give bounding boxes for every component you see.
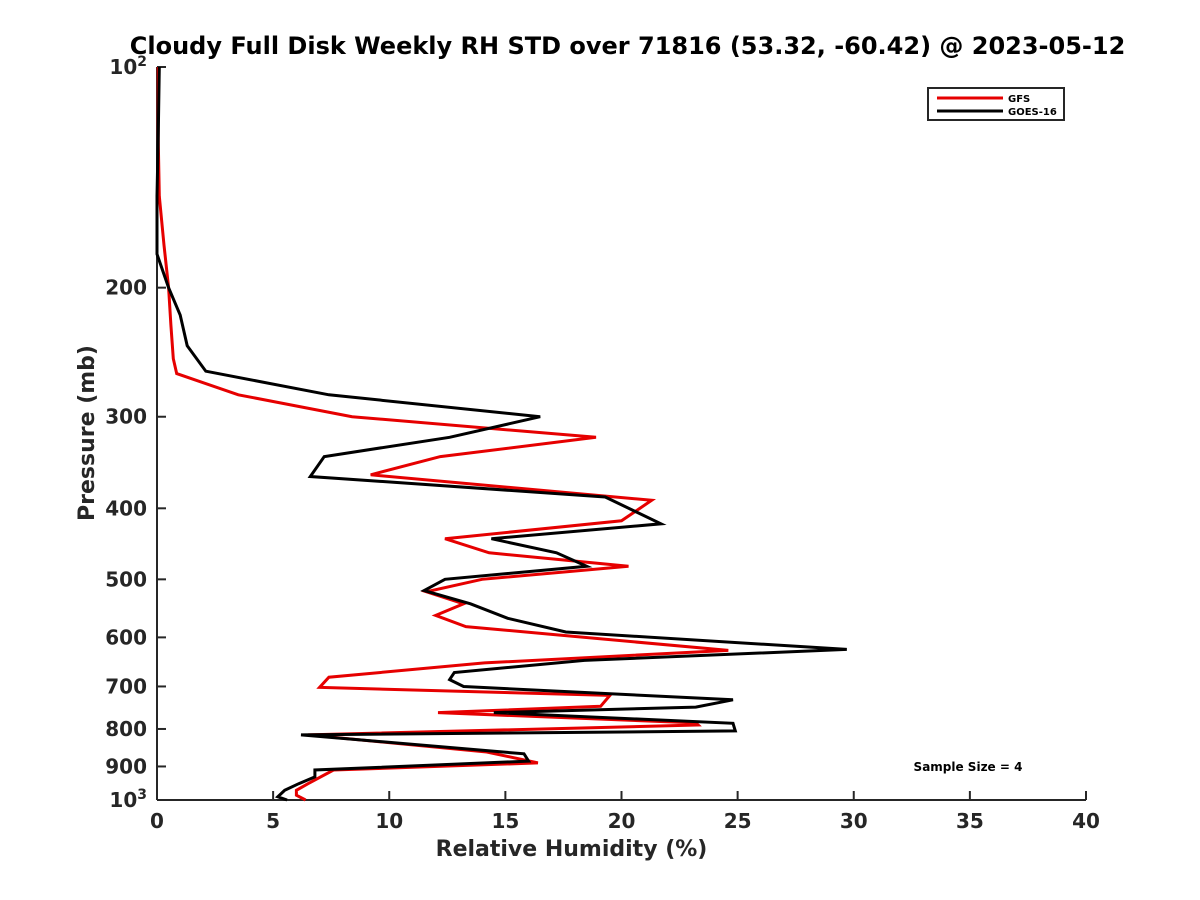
legend-label: GFS (1008, 94, 1030, 105)
y-tick-label: 300 (105, 405, 147, 429)
x-tick-label: 25 (724, 809, 752, 833)
x-axis-ticks: 0 5 10 15 20 25 30 35 40 (150, 791, 1100, 833)
series-line-goes-16 (155, 66, 847, 802)
y-tick-label-exponent: 2 (137, 54, 147, 70)
y-tick-label-base: 10 (109, 55, 137, 79)
series-line-gfs (156, 67, 729, 802)
y-tick-label-base: 500 (105, 567, 147, 591)
y-axis-label: Pressure (mb) (75, 345, 100, 521)
series-layer (155, 66, 847, 802)
y-tick-label-base: 10 (109, 788, 137, 812)
x-tick-label: 0 (150, 809, 164, 833)
y-tick-label-base: 800 (105, 717, 147, 741)
x-tick-label: 30 (840, 809, 868, 833)
y-tick-label: 103 (109, 787, 147, 812)
x-tick-label: 20 (608, 809, 636, 833)
y-tick-label: 600 (105, 625, 147, 649)
y-tick-label: 800 (105, 717, 147, 741)
y-tick-label: 400 (105, 496, 147, 520)
x-tick-label: 40 (1072, 809, 1100, 833)
plot-area: 0 5 10 15 20 25 30 35 40 10220030040050060070080… (105, 54, 1100, 833)
sample-size-annotation: Sample Size = 4 (914, 760, 1023, 774)
x-tick-label: 35 (956, 809, 984, 833)
y-tick-label-base: 900 (105, 754, 147, 778)
y-tick-label: 102 (109, 54, 147, 79)
legend: GFS GOES-16 (927, 87, 1065, 121)
y-tick-label: 200 (105, 276, 147, 300)
y-tick-label-base: 700 (105, 674, 147, 698)
y-tick-label-exponent: 3 (137, 787, 147, 803)
legend-box (927, 87, 1065, 121)
chart-title: Cloudy Full Disk Weekly RH STD over 7181… (130, 32, 1126, 60)
x-axis-label: Relative Humidity (%) (436, 837, 708, 862)
y-tick-label-base: 400 (105, 496, 147, 520)
x-tick-label: 15 (491, 809, 519, 833)
x-tick-label: 10 (375, 809, 403, 833)
y-tick-label: 900 (105, 754, 147, 778)
y-tick-label-base: 200 (105, 276, 147, 300)
y-tick-label-base: 300 (105, 405, 147, 429)
y-tick-label-base: 600 (105, 625, 147, 649)
y-tick-label: 700 (105, 674, 147, 698)
legend-label: GOES-16 (1008, 107, 1057, 118)
x-tick-label: 5 (266, 809, 280, 833)
y-tick-label: 500 (105, 567, 147, 591)
